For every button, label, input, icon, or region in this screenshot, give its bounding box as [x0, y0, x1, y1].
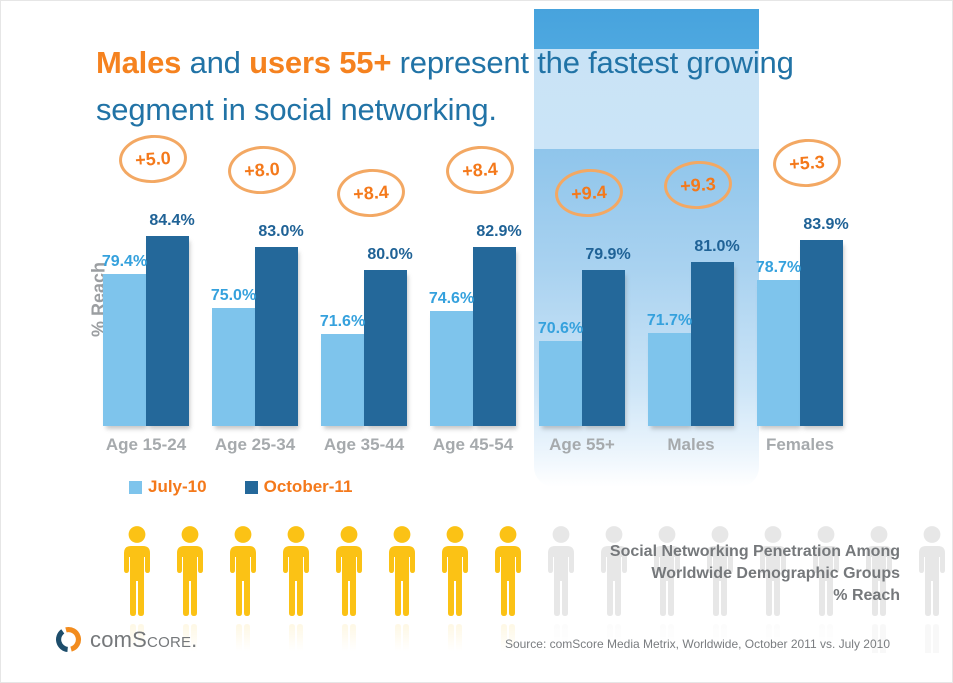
title-text-rest: represent the fastest growing segment in…	[96, 45, 794, 127]
legend-label-july10: July-10	[148, 477, 207, 496]
delta-badge: +8.0	[226, 143, 298, 197]
delta-badge: +8.4	[444, 144, 516, 197]
value-label-october11: 81.0%	[694, 237, 740, 255]
person-icon	[548, 526, 574, 616]
value-label-july10: 71.7%	[646, 311, 693, 329]
value-label-july10: 71.6%	[319, 312, 366, 330]
value-label-july10: 79.4%	[101, 253, 148, 271]
delta-badge: +8.4	[335, 166, 407, 219]
person-icon	[601, 526, 627, 616]
person-icon	[177, 526, 203, 616]
bar-october11	[146, 236, 189, 426]
value-label-october11: 83.9%	[803, 215, 849, 233]
category-label: Age 35-44	[323, 435, 405, 454]
person-icon	[230, 526, 256, 616]
category-label: Age 55+	[549, 435, 615, 454]
chart-caption: Social Networking Penetration Among Worl…	[610, 541, 900, 607]
comscore-logo-text: comScore.	[90, 627, 198, 653]
bar-october11	[255, 246, 298, 426]
person-icon	[124, 526, 150, 616]
bar-october11	[800, 239, 843, 426]
legend-swatch-october11	[244, 480, 258, 494]
bar-october11	[691, 261, 734, 426]
title-emphasis-users-55plus: users 55+	[249, 45, 392, 80]
delta-badge: +9.4	[553, 167, 625, 220]
bar-october11	[364, 269, 407, 426]
value-label-october11: 80.0%	[367, 245, 413, 263]
brand-score: Score.	[132, 626, 198, 652]
person-icon	[919, 526, 945, 616]
category-label: Females	[765, 435, 835, 454]
category-label: Age 25-34	[214, 435, 296, 454]
bar-july10	[430, 310, 473, 426]
bar-october11	[582, 270, 625, 426]
person-icon	[389, 526, 415, 616]
category-label: Age 45-54	[432, 435, 514, 454]
person-icon	[866, 526, 892, 616]
bar-july10	[757, 279, 800, 426]
caption-line-1: Social Networking Penetration Among	[609, 543, 900, 560]
person-icon	[283, 526, 309, 616]
category-label: Age 15-24	[105, 435, 187, 454]
category-label: Males	[667, 435, 715, 454]
legend-label-october11: October-11	[263, 477, 353, 496]
delta-badge: +9.3	[662, 158, 734, 212]
people-reflection-fade	[111, 621, 851, 655]
person-icon	[495, 526, 521, 616]
person-icon	[336, 526, 362, 616]
value-label-july10: 78.7%	[755, 258, 802, 276]
delta-badge: +5.0	[117, 132, 189, 186]
comscore-logo-icon	[56, 627, 81, 652]
value-label-october11: 79.9%	[585, 246, 631, 264]
value-label-july10: 70.6%	[537, 320, 584, 338]
legend-item-october11: October-11	[244, 477, 353, 497]
delta-badge: +5.3	[771, 136, 843, 190]
title-text-and: and	[181, 45, 250, 80]
value-label-july10: 75.0%	[210, 286, 257, 304]
legend-item-july10: July-10	[129, 477, 207, 497]
comscore-logo: comScore.	[55, 626, 198, 653]
person-icon	[654, 526, 680, 616]
value-label-july10: 74.6%	[428, 289, 475, 307]
person-icon	[919, 624, 945, 653]
bar-october11	[473, 247, 516, 426]
bar-july10	[212, 307, 255, 426]
bar-july10	[321, 333, 364, 426]
bar-july10	[103, 274, 146, 426]
brand-com: com	[90, 626, 133, 652]
legend-swatch-july10	[129, 480, 142, 494]
chart-legend: July-10 October-11	[129, 477, 352, 497]
person-icon	[442, 526, 468, 616]
person-icon	[813, 526, 839, 616]
page-title: Males and users 55+ represent the fastes…	[96, 39, 801, 133]
value-label-october11: 83.0%	[258, 222, 304, 240]
caption-line-3: % Reach	[833, 587, 900, 604]
value-label-october11: 82.9%	[476, 223, 522, 241]
title-emphasis-males: Males	[96, 45, 182, 80]
bar-july10	[539, 341, 582, 426]
source-text: Source: comScore Media Metrix, Worldwide…	[504, 637, 890, 651]
caption-line-2: Worldwide Demographic Groups	[651, 565, 900, 582]
value-label-october11: 84.4%	[149, 212, 195, 230]
person-icon	[707, 526, 733, 616]
people-icons-row	[117, 523, 952, 619]
person-icon	[866, 624, 892, 653]
bar-july10	[648, 332, 691, 426]
person-icon	[760, 526, 786, 616]
